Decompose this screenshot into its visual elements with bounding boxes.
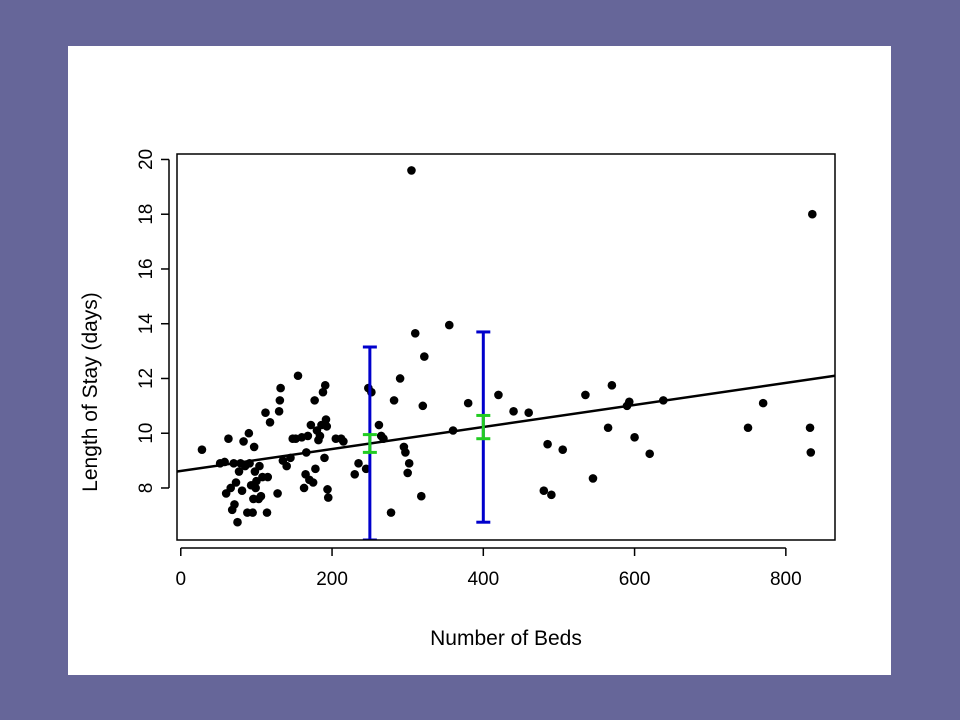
x-axis-label: Number of Beds [430, 627, 582, 650]
slide-panel: 0 200 400 600 800 8 10 12 14 16 18 20 Number of Bed… [68, 46, 891, 675]
data-point-11 [234, 467, 244, 476]
data-point-53 [311, 464, 320, 474]
data-point-88 [444, 320, 454, 330]
plot-marks [177, 166, 835, 540]
data-point-39 [282, 461, 291, 471]
data-point-105 [645, 449, 655, 459]
data-point-31 [262, 508, 272, 517]
data-point-110 [806, 448, 816, 457]
data-point-22 [249, 442, 259, 452]
data-point-94 [539, 486, 549, 496]
data-point-78 [395, 374, 405, 383]
data-point-9 [231, 478, 241, 487]
data-point-51 [308, 478, 318, 487]
interval-bar-3 [476, 413, 491, 441]
data-point-30 [261, 408, 270, 418]
x-tick-label-3: 600 [619, 569, 651, 590]
data-point-33 [265, 417, 275, 427]
data-point-24 [251, 483, 260, 493]
data-point-86 [418, 401, 428, 411]
data-point-50 [306, 420, 316, 430]
data-point-90 [463, 398, 473, 408]
data-point-36 [275, 396, 285, 405]
data-point-104 [630, 433, 639, 442]
data-point-64 [323, 493, 333, 502]
data-point-45 [299, 483, 309, 493]
data-point-13 [237, 486, 247, 496]
data-point-81 [403, 468, 412, 478]
data-point-32 [263, 472, 273, 482]
data-point-60 [320, 381, 330, 390]
data-point-87 [420, 352, 429, 361]
regression-line [177, 374, 835, 473]
x-tick-label-1: 200 [316, 569, 348, 590]
data-point-103 [624, 397, 634, 407]
data-point-95 [543, 439, 552, 449]
data-point-70 [361, 464, 371, 474]
data-point-14 [239, 437, 248, 446]
data-point-101 [607, 381, 617, 390]
data-point-4 [224, 434, 233, 444]
data-point-98 [581, 390, 590, 400]
data-point-58 [318, 387, 328, 397]
interval-bar-2 [362, 433, 377, 454]
data-point-63 [323, 485, 332, 494]
y-tick-label-2: 12 [136, 368, 157, 389]
data-point-56 [315, 431, 325, 441]
data-point-111 [808, 209, 817, 219]
data-point-99 [588, 474, 598, 483]
y-axis-label: Length of Stay (days) [79, 292, 102, 492]
data-point-107 [743, 423, 753, 433]
data-point-61 [321, 415, 331, 424]
axis-ticks: 0 200 400 600 800 8 10 12 14 16 18 20 [136, 149, 802, 590]
data-point-85 [416, 491, 426, 501]
scatter-plot: 0 200 400 600 800 8 10 12 14 16 18 20 Number of Bed… [79, 149, 836, 650]
data-point-68 [350, 469, 360, 479]
data-point-80 [401, 448, 410, 457]
y-tick-label-3: 14 [136, 313, 157, 335]
x-tick-label-0: 0 [175, 569, 186, 590]
data-point-92 [509, 407, 518, 416]
data-point-0 [197, 445, 207, 454]
data-point-59 [320, 453, 329, 463]
data-point-93 [524, 408, 533, 418]
data-point-5 [226, 483, 235, 493]
y-tick-label-1: 10 [136, 423, 157, 444]
data-point-108 [758, 398, 768, 408]
data-point-25 [252, 476, 261, 486]
data-point-109 [805, 423, 815, 433]
data-point-20 [248, 508, 257, 517]
y-tick-label-6: 20 [136, 149, 157, 170]
data-point-17 [244, 428, 254, 438]
data-point-52 [310, 396, 319, 405]
data-point-97 [558, 445, 568, 454]
data-point-62 [322, 422, 332, 431]
data-point-48 [303, 431, 313, 441]
data-point-27 [255, 461, 264, 471]
x-tick-label-2: 400 [467, 569, 499, 590]
data-point-69 [354, 459, 363, 468]
data-point-35 [274, 407, 284, 416]
data-point-73 [374, 420, 384, 430]
data-point-91 [494, 390, 503, 400]
x-tick-label-4: 800 [770, 569, 802, 590]
data-point-84 [410, 329, 420, 338]
data-point-37 [276, 383, 285, 393]
data-point-10 [233, 517, 242, 527]
data-point-77 [389, 396, 399, 405]
data-point-67 [339, 437, 348, 446]
data-point-96 [547, 490, 556, 500]
data-point-82 [404, 459, 414, 468]
data-point-76 [386, 508, 396, 517]
plot-frame [176, 153, 836, 541]
data-point-34 [273, 489, 282, 498]
y-tick-label-4: 16 [136, 258, 157, 279]
data-point-8 [230, 500, 239, 509]
y-tick-label-0: 8 [136, 483, 157, 494]
data-point-28 [256, 491, 266, 501]
data-point-100 [603, 423, 613, 433]
y-tick-label-5: 18 [136, 204, 157, 225]
data-point-43 [293, 371, 303, 381]
data-point-83 [407, 166, 416, 175]
